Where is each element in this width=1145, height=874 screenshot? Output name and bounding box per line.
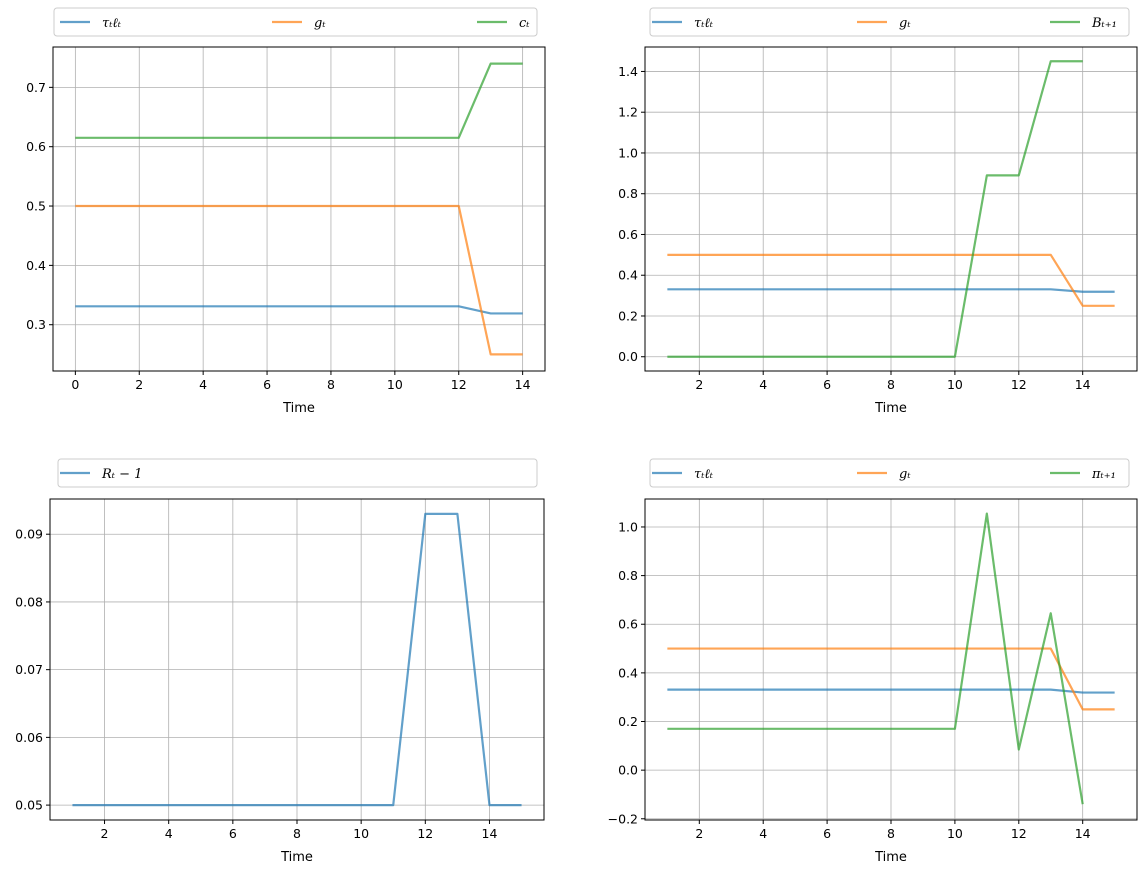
y-tick-label: 0.05	[15, 798, 43, 813]
y-tick-label: 0.2	[618, 308, 638, 323]
y-tick-label: 1.4	[618, 64, 638, 79]
x-tick-label: 6	[823, 826, 831, 841]
legend-label-3: πₜ₊₁	[1091, 467, 1116, 482]
y-tick-label: 0.0	[618, 349, 638, 364]
x-tick-label: 10	[947, 377, 963, 392]
series-line-1	[667, 688, 1115, 694]
x-tick-label: 2	[695, 826, 703, 841]
y-tick-label: 0.3	[26, 317, 46, 332]
y-tick-label: 0.06	[15, 730, 43, 745]
plot-frame	[52, 46, 546, 372]
y-tick-label: 0.09	[15, 527, 43, 542]
y-tick-label: 0.4	[26, 258, 46, 273]
y-tick-label: 0.0	[618, 763, 638, 778]
series-line-2	[667, 253, 1115, 307]
legend-label-1: Rₜ − 1	[101, 467, 142, 482]
y-tick-label: 0.8	[618, 568, 638, 583]
legend-box	[649, 7, 1130, 37]
x-axis-title: Time	[280, 850, 313, 865]
series-line-2	[75, 204, 523, 356]
legend-label-2: gₜ	[899, 16, 911, 31]
x-axis-title: Time	[874, 401, 907, 416]
x-tick-label: 2	[135, 377, 143, 392]
chart-panel-3: 2 4 6 8 10 12 14 0.05 0.06 0.07 0.08 0.09 Time Rₜ − 1	[15, 458, 545, 865]
x-tick-label: 4	[759, 826, 767, 841]
y-tick-label: 0.6	[26, 139, 46, 154]
legend-label-1: τₜℓₜ	[694, 16, 714, 31]
legend-label-3: Bₜ₊₁	[1091, 16, 1117, 31]
legend-label-2: gₜ	[314, 16, 326, 31]
x-tick-label: 8	[887, 826, 895, 841]
y-tick-label: 0.4	[618, 268, 638, 283]
legend-box	[649, 458, 1130, 488]
x-tick-label: 10	[353, 826, 369, 841]
y-tick-label: 0.7	[26, 80, 46, 95]
y-tick-label: 0.6	[618, 617, 638, 632]
x-tick-label: 14	[1075, 377, 1091, 392]
x-tick-label: 0	[71, 377, 79, 392]
legend-label-1: τₜℓₜ	[102, 16, 122, 31]
x-tick-label: 12	[1011, 377, 1027, 392]
x-tick-label: 14	[515, 377, 531, 392]
x-tick-label: 6	[823, 377, 831, 392]
series-line-3	[667, 512, 1084, 805]
series-line-2	[667, 647, 1115, 711]
x-tick-label: 4	[199, 377, 207, 392]
y-tick-label: 1.2	[618, 105, 638, 120]
x-tick-label: 2	[695, 377, 703, 392]
x-tick-label: 4	[165, 826, 173, 841]
series-line-1	[667, 288, 1115, 293]
x-tick-label: 8	[327, 377, 335, 392]
y-tick-label: 0.07	[15, 662, 43, 677]
y-tick-label: 0.4	[618, 665, 638, 680]
y-tick-label: 0.6	[618, 227, 638, 242]
x-tick-label: 10	[387, 377, 403, 392]
y-tick-label: 0.8	[618, 186, 638, 201]
x-tick-label: 14	[1075, 826, 1091, 841]
x-tick-label: 12	[1011, 826, 1027, 841]
legend: τₜℓₜ gₜ Bₜ₊₁	[649, 7, 1130, 37]
series-line-3	[75, 62, 523, 139]
chart-panel-1: 0 2 4 6 8 10 12 14 0.3 0.4 0.5 0.6 0.7 Time τₜℓₜ gₜ cₜ	[26, 7, 546, 416]
legend: τₜℓₜ gₜ πₜ₊₁	[649, 458, 1130, 488]
y-tick-label: 0.08	[15, 594, 43, 609]
x-tick-label: 8	[887, 377, 895, 392]
chart-panel-2: 2 4 6 8 10 12 14 0.0 0.2 0.4 0.6 0.8 1.0 1.2 1.4 Time τₜ…	[618, 7, 1138, 416]
legend-box	[57, 458, 538, 488]
y-tick-label: −0.2	[608, 811, 638, 826]
x-axis-title: Time	[874, 850, 907, 865]
series-line-1	[72, 512, 522, 807]
x-tick-label: 2	[101, 826, 109, 841]
x-tick-label: 4	[759, 377, 767, 392]
x-axis-title: Time	[282, 401, 315, 416]
legend-label-3: cₜ	[519, 16, 530, 31]
legend-label-2: gₜ	[899, 467, 911, 482]
y-tick-label: 0.2	[618, 714, 638, 729]
legend-label-1: τₜℓₜ	[694, 467, 714, 482]
series-line-1	[75, 305, 523, 315]
series-line-3	[667, 60, 1083, 358]
x-tick-label: 12	[451, 377, 467, 392]
legend: Rₜ − 1	[57, 458, 538, 488]
x-tick-label: 12	[417, 826, 433, 841]
y-tick-label: 0.5	[26, 199, 46, 214]
y-tick-label: 1.0	[618, 519, 638, 534]
x-tick-label: 6	[263, 377, 271, 392]
y-tick-label: 1.0	[618, 145, 638, 160]
chart-panel-4: 2 4 6 8 10 12 14 −0.2 0.0 0.2 0.4 0.6 0.8 1.0 Time τₜℓₜ…	[608, 458, 1138, 865]
x-tick-label: 10	[947, 826, 963, 841]
legend: τₜℓₜ gₜ cₜ	[53, 7, 538, 37]
x-tick-label: 14	[482, 826, 498, 841]
x-tick-label: 6	[229, 826, 237, 841]
x-tick-label: 8	[293, 826, 301, 841]
